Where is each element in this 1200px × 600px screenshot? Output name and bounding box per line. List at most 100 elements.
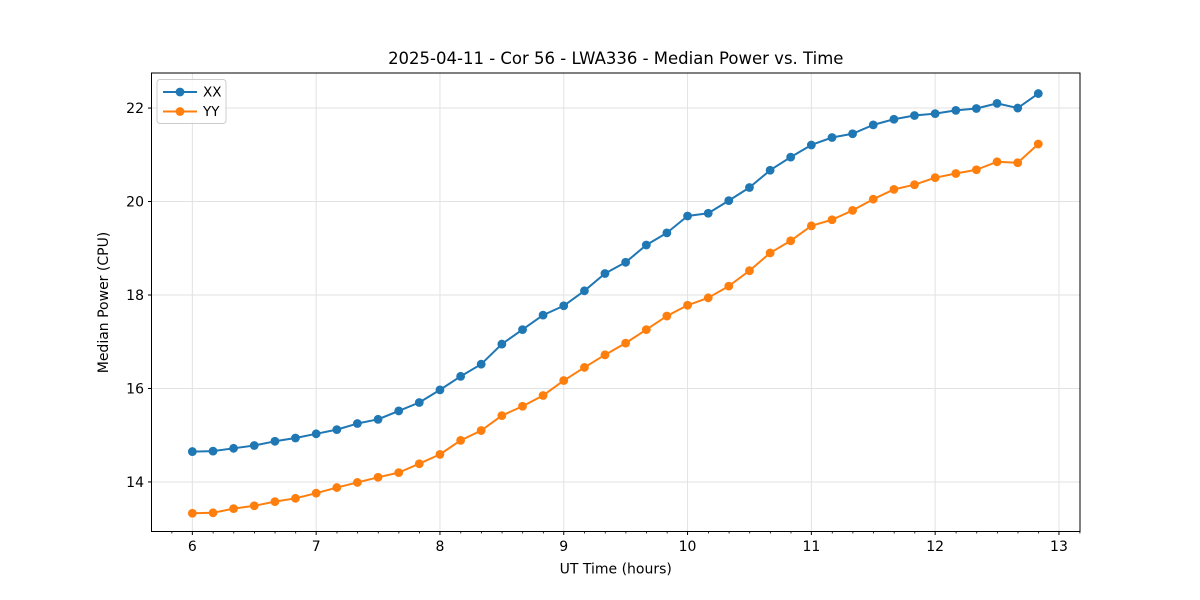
data-point-xx [270, 436, 280, 446]
data-point-yy [291, 493, 300, 503]
legend-label-yy: YY [202, 104, 220, 120]
data-point-yy [1033, 139, 1043, 149]
data-point-yy [559, 376, 569, 385]
data-point-yy [518, 401, 527, 411]
data-point-xx [930, 109, 940, 119]
data-point-xx [1033, 89, 1043, 98]
data-point-yy [786, 236, 796, 246]
data-point-yy [600, 350, 610, 360]
x-tick-label: 9 [559, 539, 568, 555]
data-point-xx [332, 425, 342, 435]
data-point-xx [497, 339, 507, 349]
legend-item-xx: XX [163, 85, 222, 101]
data-point-xx [414, 398, 424, 407]
data-point-yy [662, 311, 672, 321]
data-point-yy [538, 391, 548, 400]
y-tick-label: 14 [126, 475, 144, 491]
data-point-xx [456, 371, 466, 381]
y-tick-label: 22 [126, 101, 144, 117]
legend-label-xx: XX [203, 85, 222, 101]
data-point-xx [910, 111, 919, 120]
data-point-xx [765, 165, 775, 175]
data-point-xx [538, 310, 548, 320]
x-tick-label: 12 [926, 539, 944, 555]
data-point-xx [394, 406, 404, 416]
data-point-yy [208, 508, 218, 518]
x-tick-label: 13 [1050, 539, 1068, 555]
data-point-yy [332, 483, 342, 492]
legend: XX YY [156, 79, 227, 124]
tick-label-layer: 6 7 8 9 10 11 12 13 14 16 18 20 22 [126, 101, 1068, 555]
data-point-yy [456, 435, 466, 445]
y-axis-label: Median Power (CPU) [96, 232, 112, 374]
y-tick-label: 16 [126, 381, 144, 397]
data-point-yy [827, 215, 837, 225]
x-tick-label: 8 [435, 539, 444, 555]
data-point-yy [497, 411, 507, 420]
data-point-yy [641, 325, 651, 334]
data-point-xx [208, 446, 218, 456]
data-point-yy [971, 165, 981, 175]
data-point-xx [352, 419, 362, 428]
data-point-yy [868, 194, 878, 204]
data-point-xx [868, 120, 878, 130]
data-point-yy [910, 180, 919, 190]
data-point-yy [889, 184, 899, 194]
data-point-yy [394, 468, 404, 478]
data-point-xx [848, 129, 857, 139]
series-xx [187, 89, 1043, 456]
data-point-xx [992, 98, 1002, 108]
data-point-yy [951, 169, 961, 178]
legend-item-yy: YY [163, 104, 220, 120]
data-point-yy [249, 501, 259, 511]
y-tick-label: 20 [126, 195, 144, 211]
x-axis-label: UT Time (hours) [560, 562, 672, 578]
data-point-yy [621, 338, 631, 348]
data-point-xx [518, 325, 527, 334]
series-yy [187, 139, 1043, 518]
data-point-xx [580, 286, 589, 296]
data-point-xx [641, 240, 651, 250]
data-point-yy [1013, 158, 1023, 168]
data-point-xx [724, 196, 734, 205]
data-point-xx [703, 208, 713, 218]
data-point-yy [352, 478, 362, 487]
data-point-yy [724, 281, 734, 291]
series-line-yy [191, 143, 1040, 515]
data-point-xx [745, 183, 754, 192]
plot-border [151, 72, 1081, 532]
series-layer [187, 89, 1043, 518]
data-point-xx [1013, 103, 1023, 113]
chart-title: 2025-04-11 - Cor 56 - LWA336 - Median Po… [388, 49, 843, 68]
data-point-xx [662, 228, 672, 238]
data-point-xx [806, 140, 816, 150]
data-point-xx [889, 114, 899, 124]
data-point-yy [373, 472, 383, 482]
data-point-yy [745, 266, 754, 276]
data-point-xx [476, 359, 486, 369]
tick-layer [148, 107, 1081, 535]
data-point-yy [414, 459, 424, 469]
data-point-yy [187, 508, 197, 518]
data-point-yy [435, 449, 445, 459]
data-point-yy [683, 300, 692, 310]
data-point-xx [373, 414, 383, 424]
data-point-xx [291, 433, 300, 443]
data-point-yy [992, 157, 1002, 167]
data-point-xx [187, 447, 197, 456]
data-point-yy [476, 426, 486, 435]
data-point-xx [786, 152, 796, 162]
data-point-xx [827, 133, 837, 142]
data-point-xx [600, 269, 610, 278]
x-tick-label: 7 [312, 539, 321, 555]
data-point-xx [249, 441, 259, 450]
x-tick-label: 10 [679, 539, 697, 555]
data-point-xx [311, 429, 321, 439]
data-point-xx [435, 385, 445, 395]
series-line-xx [191, 92, 1040, 453]
data-point-yy [930, 173, 940, 183]
data-point-xx [559, 301, 569, 311]
legend-marker-yy [175, 107, 185, 116]
